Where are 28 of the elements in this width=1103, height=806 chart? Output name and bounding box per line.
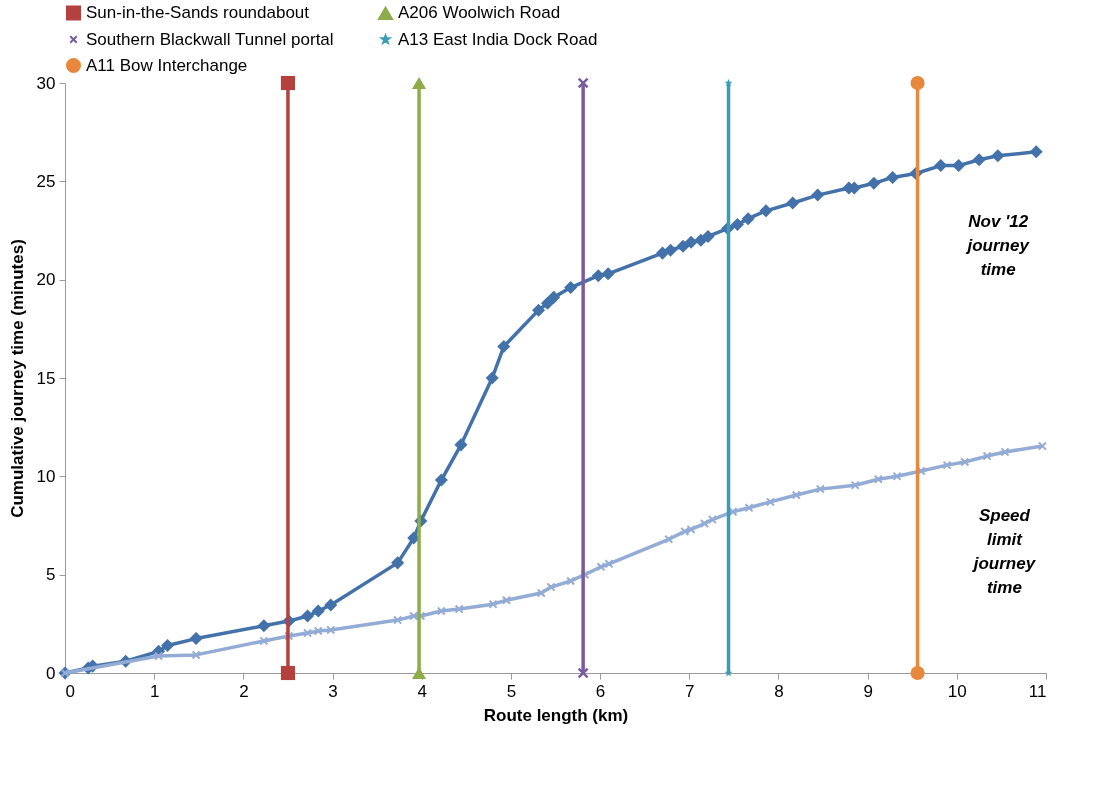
y-tick-label: 25 xyxy=(36,171,56,191)
x-tick-label: 8 xyxy=(774,681,784,701)
annotation: Speed limit journey time xyxy=(971,506,1037,598)
legend-label: A13 East India Dock Road xyxy=(398,29,598,49)
legend-label: Sun-in-the-Sands roundabout xyxy=(86,2,310,22)
y-tick-label: 5 xyxy=(46,565,56,585)
y-tick-label: 0 xyxy=(46,663,56,683)
x-axis-title: Route length (km) xyxy=(483,705,629,725)
y-tick-label: 20 xyxy=(36,270,56,290)
legend-label: A11 Bow Interchange xyxy=(86,55,248,75)
x-tick-label: 4 xyxy=(417,681,427,701)
x-tick-label: 7 xyxy=(685,681,695,701)
x-tick-label: 3 xyxy=(328,681,338,701)
x-tick-label: 9 xyxy=(863,681,873,701)
x-tick-label: 10 xyxy=(947,681,967,701)
x-tick-label: 6 xyxy=(595,681,606,701)
x-tick-label: 5 xyxy=(506,681,517,701)
legend-label: Southern Blackwall Tunnel portal xyxy=(86,29,334,49)
y-axis-title: Cumulative journey time (minutes) xyxy=(7,239,27,518)
x-tick-label: 0 xyxy=(65,681,75,701)
y-tick-label: 30 xyxy=(36,73,56,93)
x-tick-label: 1 xyxy=(149,681,160,701)
legend-label: A206 Woolwich Road xyxy=(398,3,561,23)
y-tick-label: 10 xyxy=(36,466,56,486)
x-tick-label: 2 xyxy=(239,681,249,701)
y-tick-label: 15 xyxy=(36,368,56,388)
annotation: Nov '12 journey time xyxy=(965,211,1031,279)
x-tick-label: 11 xyxy=(1028,681,1047,701)
